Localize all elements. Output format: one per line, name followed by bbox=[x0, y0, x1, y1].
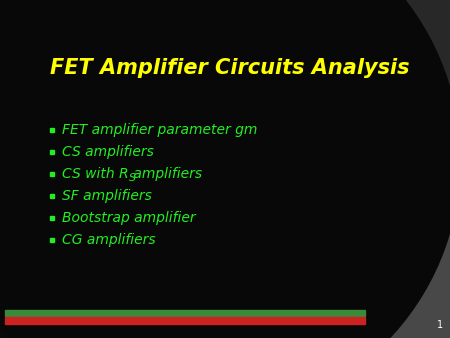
Bar bbox=[5, 310, 365, 316]
Circle shape bbox=[0, 0, 400, 338]
Text: S: S bbox=[129, 173, 136, 183]
Text: SF amplifiers: SF amplifiers bbox=[62, 189, 152, 203]
Text: FET amplifier parameter gm: FET amplifier parameter gm bbox=[62, 123, 257, 137]
Bar bbox=[5, 317, 365, 324]
Text: amplifiers: amplifiers bbox=[129, 167, 202, 181]
Text: CS amplifiers: CS amplifiers bbox=[62, 145, 154, 159]
Circle shape bbox=[300, 0, 450, 110]
Text: Bootstrap amplifier: Bootstrap amplifier bbox=[62, 211, 196, 225]
Circle shape bbox=[140, 0, 450, 200]
Text: FET Amplifier Circuits Analysis: FET Amplifier Circuits Analysis bbox=[50, 58, 410, 78]
Text: 1: 1 bbox=[437, 320, 443, 330]
Text: CS with R: CS with R bbox=[62, 167, 129, 181]
Text: CG amplifiers: CG amplifiers bbox=[62, 233, 156, 247]
Polygon shape bbox=[290, 210, 450, 338]
